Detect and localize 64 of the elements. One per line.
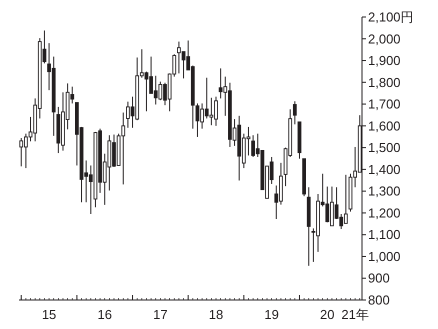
candlestick [102, 153, 107, 206]
ytick-label: 1,300 [368, 184, 401, 199]
candlestick [24, 133, 28, 169]
ytick-label: 2,100円 [368, 10, 414, 24]
candlestick [251, 134, 255, 158]
candlestick [112, 134, 116, 168]
candlestick [214, 96, 218, 126]
xtick-label: 19 [264, 307, 279, 322]
ytick-label: 2,000 [368, 31, 401, 46]
candlestick [163, 82, 167, 106]
candlestick [334, 186, 338, 220]
candlestick [172, 54, 176, 78]
candlestick [28, 116, 32, 142]
candlestick [177, 41, 181, 74]
candlestick [149, 56, 153, 94]
candlestick [204, 77, 209, 119]
xtick-label: 18 [208, 307, 224, 322]
candlestick [196, 102, 200, 138]
candlestick [270, 156, 274, 184]
candlestick [246, 126, 250, 156]
candlestick [47, 42, 51, 91]
candlestick [158, 81, 162, 101]
ytick-label: 1,900 [368, 53, 401, 68]
candlestick [232, 118, 236, 146]
candlestick [182, 51, 186, 79]
ytick-label: 1,400 [368, 162, 401, 177]
candlestick [325, 186, 330, 223]
xtick-label: 16 [97, 307, 112, 322]
candlestick [218, 68, 223, 99]
xtick-label: 17 [153, 307, 168, 322]
candlestick [121, 112, 126, 185]
ytick-label: 900 [368, 270, 390, 286]
ytick-label: 1,800 [368, 74, 401, 90]
candlestick [200, 102, 204, 130]
ytick-label: 1,600 [368, 118, 401, 134]
candlestick [256, 133, 260, 158]
ytick-label: 1,200 [368, 205, 401, 220]
candlestick [274, 184, 278, 220]
ytick-label: 800 [368, 292, 390, 308]
candlestick [339, 214, 344, 230]
candlestick [186, 40, 190, 70]
candlestick [126, 101, 130, 128]
candlestick [330, 186, 334, 226]
candlestick [144, 71, 148, 112]
xtick-label: 20 [320, 307, 335, 322]
ytick-label: 1,500 [368, 140, 401, 156]
candlestick [130, 96, 134, 128]
candlestick [209, 97, 214, 126]
candlestick [353, 146, 358, 188]
xtick-label: 15 [42, 307, 56, 322]
candlestick [19, 138, 24, 167]
candlestick [70, 86, 74, 104]
candlestick [344, 174, 348, 224]
candlestick [223, 76, 228, 116]
xtick-label: 21年 [341, 307, 369, 322]
candlestick [154, 75, 158, 106]
candlestick [88, 164, 93, 215]
candlestick [84, 160, 88, 203]
candlestick [42, 30, 46, 64]
ytick-label: 1,700 [368, 96, 401, 112]
ytick-label: 1,100 [368, 227, 401, 242]
ytick-label: 1,000 [368, 248, 401, 264]
candlestick [292, 100, 297, 125]
candlestick [311, 228, 316, 262]
